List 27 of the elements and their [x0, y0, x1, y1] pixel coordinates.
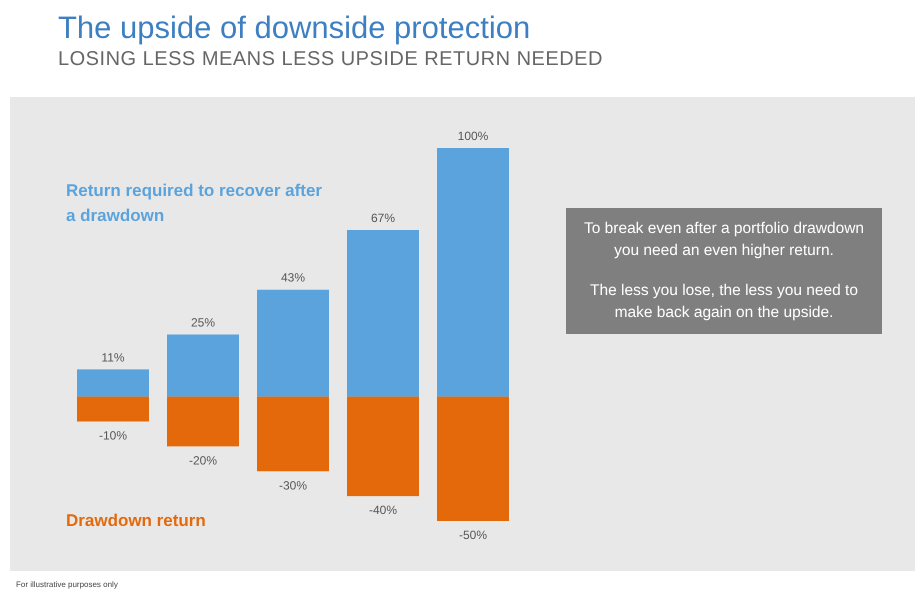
data-label: -40% — [368, 503, 398, 518]
chart-title: The upside of downside protection — [58, 10, 530, 46]
text: Drawdown return — [66, 511, 206, 531]
bar — [77, 369, 149, 397]
bar — [257, 290, 329, 397]
data-label: -20% — [188, 453, 218, 468]
chart-subtitle: LOSING LESS MEANS LESS UPSIDE RETURN NEEDED — [58, 48, 603, 71]
bar — [257, 396, 329, 472]
bar — [167, 334, 239, 397]
data-label: 11% — [101, 350, 125, 364]
data-label: -50% — [458, 528, 488, 542]
text: For illustrative purposes only — [16, 580, 118, 589]
text: To break even after a portfolio drawdown you need an even higher return. — [582, 219, 866, 261]
data-label: 100% — [458, 129, 489, 143]
data-label: 25% — [190, 316, 216, 330]
data-label: 43% — [280, 270, 306, 285]
data-label: 67% — [370, 211, 396, 226]
bar — [437, 148, 509, 397]
bar — [347, 396, 419, 496]
bar — [347, 230, 419, 397]
text: The less you lose, the less you need to make back again on the upside. — [589, 281, 859, 323]
bar — [437, 396, 509, 521]
series-label: Return required to recover after a drawdown — [66, 180, 324, 227]
bar — [167, 396, 239, 446]
bar — [77, 396, 149, 422]
data-label: -10% — [98, 428, 128, 443]
data-label: -30% — [278, 478, 308, 492]
